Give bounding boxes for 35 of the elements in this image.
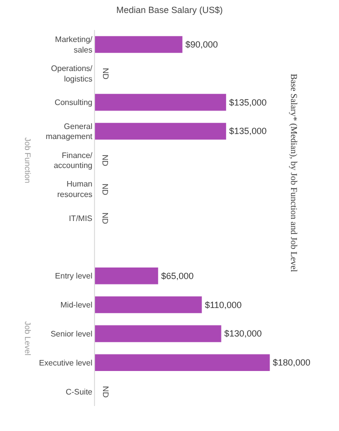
y-tick-label: Consulting bbox=[54, 98, 92, 108]
y-tick-label: Marketing/ sales bbox=[55, 35, 94, 54]
y-tick-label: C-Suite bbox=[66, 387, 93, 396]
text: Job Function bbox=[23, 137, 32, 184]
text: ND bbox=[101, 386, 110, 398]
text: Base Salary* (Median), by Job Function and Job Level bbox=[288, 74, 299, 273]
bar bbox=[95, 122, 226, 140]
data-label: $130,000 bbox=[224, 328, 262, 339]
y-tick-label: General management bbox=[46, 122, 94, 142]
y-tick-label: Senior level bbox=[50, 329, 93, 338]
data-label: $90,000 bbox=[185, 39, 218, 50]
y-tick-label: Entry level bbox=[55, 272, 93, 281]
data-label: $65,000 bbox=[161, 270, 194, 281]
text: ND bbox=[100, 184, 110, 196]
y-tick-label: Human resources bbox=[57, 180, 92, 200]
y-tick-label: Operations/ logistics bbox=[51, 64, 94, 84]
bar bbox=[95, 36, 182, 53]
bar bbox=[95, 94, 226, 111]
y-tick-label: Mid-level bbox=[60, 300, 93, 310]
y-tick-label: Finance/ accounting bbox=[54, 150, 94, 170]
bar bbox=[95, 296, 202, 314]
chart-title: Median Base Salary (US$) bbox=[116, 4, 223, 15]
data-label: $135,000 bbox=[229, 126, 267, 136]
text: Job Level bbox=[23, 321, 32, 356]
text: ND bbox=[100, 68, 110, 80]
bar bbox=[95, 267, 158, 284]
bar bbox=[95, 325, 222, 342]
text: ND bbox=[100, 154, 110, 166]
data-label: $135,000 bbox=[229, 97, 267, 108]
y-tick-label: IT/MIS bbox=[68, 214, 92, 223]
bar bbox=[95, 354, 270, 371]
text: ND bbox=[100, 212, 110, 224]
y-tick-label: Executive level bbox=[39, 358, 93, 368]
data-label: $110,000 bbox=[204, 300, 242, 310]
data-label: $180,000 bbox=[272, 358, 310, 368]
